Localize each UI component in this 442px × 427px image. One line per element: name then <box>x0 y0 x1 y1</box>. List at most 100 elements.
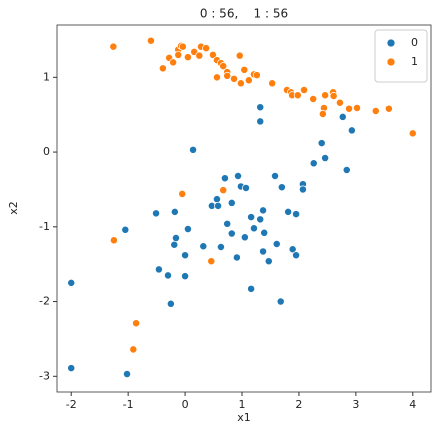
point <box>342 166 351 174</box>
point <box>209 50 217 59</box>
point <box>309 159 318 168</box>
point <box>329 92 338 100</box>
point <box>259 206 268 215</box>
point <box>244 76 253 85</box>
point <box>293 91 302 100</box>
point <box>132 319 141 328</box>
point <box>216 243 225 251</box>
legend-label: 1 <box>411 55 418 68</box>
chart-title: 0 : 56, 1 : 56 <box>200 7 288 21</box>
point <box>183 225 192 234</box>
point <box>250 224 258 233</box>
point <box>178 189 187 198</box>
point <box>172 234 180 242</box>
point <box>207 257 216 266</box>
point <box>67 364 76 373</box>
point <box>195 51 204 60</box>
point <box>152 209 161 218</box>
point <box>227 229 236 238</box>
point <box>223 219 232 228</box>
y-axis-label: x2 <box>7 201 20 215</box>
point <box>220 174 229 183</box>
y-tick-label: 1 <box>43 70 50 83</box>
point <box>276 297 285 306</box>
point <box>123 370 131 379</box>
legend: 01 <box>374 29 428 83</box>
legend-marker <box>386 38 396 48</box>
point <box>234 172 242 180</box>
point <box>199 242 208 251</box>
point <box>235 51 244 60</box>
point <box>169 58 178 67</box>
y-tick-label: -2 <box>39 295 50 308</box>
point <box>284 207 293 216</box>
point <box>321 91 330 100</box>
point <box>271 172 279 180</box>
point <box>347 126 356 135</box>
point <box>309 95 318 103</box>
point <box>181 272 190 281</box>
point <box>170 240 179 249</box>
plot-frame <box>56 24 432 393</box>
point <box>181 251 190 260</box>
point <box>202 44 211 53</box>
point <box>353 104 361 112</box>
point <box>242 183 250 192</box>
point <box>264 257 273 266</box>
point <box>146 36 155 45</box>
point <box>252 71 261 80</box>
point <box>158 64 167 73</box>
point <box>318 109 327 118</box>
point <box>338 112 347 121</box>
point <box>174 50 183 59</box>
point <box>189 145 198 154</box>
point <box>240 65 249 74</box>
point <box>247 213 256 222</box>
point <box>223 71 232 80</box>
point <box>232 253 241 262</box>
point <box>230 74 238 83</box>
x-axis-label: x1 <box>237 411 251 424</box>
point <box>256 117 265 126</box>
point <box>170 207 179 216</box>
x-tick-label: 4 <box>409 398 416 411</box>
point <box>236 79 245 88</box>
x-tick-label: 0 <box>182 398 189 411</box>
point <box>371 107 380 115</box>
x-tick-label: 3 <box>352 398 359 411</box>
point <box>256 215 265 224</box>
point <box>321 154 330 162</box>
legend-box <box>374 29 428 83</box>
point <box>268 79 277 88</box>
point <box>288 245 297 254</box>
point <box>345 104 353 113</box>
point <box>154 265 163 274</box>
point <box>384 104 393 113</box>
point <box>109 236 118 245</box>
point <box>300 86 309 94</box>
x-tick-label: 1 <box>239 398 246 411</box>
x-tick-label: 2 <box>295 398 302 411</box>
point <box>227 198 236 207</box>
point <box>259 247 268 256</box>
point <box>292 210 301 219</box>
point <box>213 73 221 82</box>
point <box>256 103 265 112</box>
y-tick-label: -1 <box>39 220 50 233</box>
legend-label: 0 <box>411 36 418 49</box>
point <box>129 345 138 354</box>
point <box>121 225 130 234</box>
y-tick-label: 0 <box>43 145 50 158</box>
x-tick-label: -2 <box>66 398 77 411</box>
point <box>219 186 228 195</box>
point <box>240 233 249 242</box>
point <box>272 240 281 248</box>
point <box>260 228 269 237</box>
point <box>164 271 172 280</box>
y-tick-label: -3 <box>39 369 50 382</box>
point <box>247 284 256 293</box>
point <box>213 195 221 204</box>
point <box>277 183 286 192</box>
